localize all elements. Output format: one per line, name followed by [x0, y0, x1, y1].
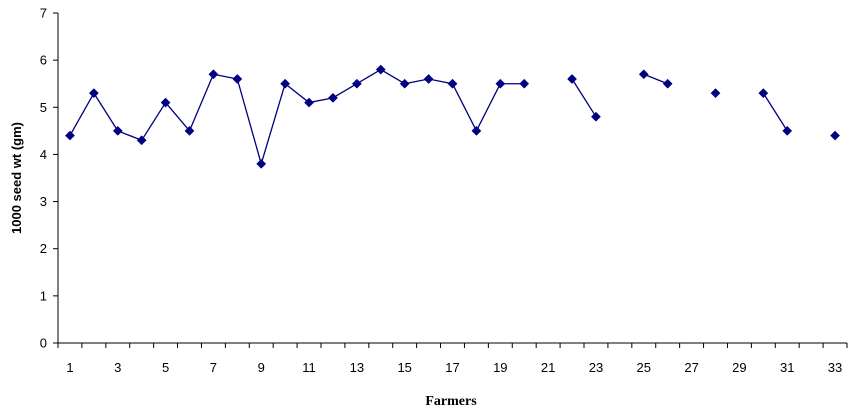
x-tick-label: 9: [258, 360, 265, 375]
x-axis-title: Farmers: [425, 394, 477, 409]
x-tick-label: 19: [493, 360, 507, 375]
y-tick-label: 4: [40, 147, 47, 162]
series-line-segment: [284, 83, 310, 104]
data-point-marker: [280, 78, 291, 89]
data-point-marker: [567, 74, 577, 84]
data-point-marker: [471, 125, 482, 136]
series-line-segment: [380, 69, 406, 85]
series-line-segment: [260, 83, 286, 165]
series-line-segment: [356, 69, 382, 85]
data-point-marker: [184, 125, 195, 136]
y-tick-label: 5: [40, 100, 47, 115]
x-tick-label: 21: [541, 360, 555, 375]
data-point-marker: [328, 92, 338, 103]
series-line-segment: [762, 92, 788, 132]
data-point-marker: [112, 125, 123, 136]
data-point-marker: [208, 69, 219, 80]
data-point-marker: [495, 78, 506, 89]
x-tick-label: 17: [445, 360, 459, 375]
data-point-marker: [591, 111, 601, 122]
x-tick-label: 1: [66, 360, 73, 375]
series-line-segment: [69, 92, 95, 136]
data-point-marker: [519, 78, 530, 89]
data-point-marker: [256, 158, 267, 169]
series-line-segment: [165, 102, 190, 132]
data-point-marker: [351, 78, 362, 89]
data-point-marker: [423, 74, 434, 84]
x-tick-label: 15: [397, 360, 411, 375]
series-line-segment: [475, 83, 501, 132]
x-tick-label: 31: [780, 360, 794, 375]
series-line-segment: [571, 78, 597, 118]
data-point-marker: [830, 130, 840, 141]
x-tick-label: 27: [684, 360, 698, 375]
x-tick-label: 5: [162, 360, 169, 375]
data-point-marker: [375, 64, 386, 75]
data-point-marker: [65, 130, 75, 141]
series-line-segment: [93, 92, 119, 132]
x-tick-label: 23: [589, 360, 603, 375]
x-tick-label: 29: [732, 360, 746, 375]
series-line-segment: [332, 83, 358, 99]
series-line-segment: [141, 102, 167, 141]
series-line-segment: [188, 74, 215, 132]
series-line-segment: [236, 78, 262, 165]
x-tick-label: 11: [302, 360, 316, 375]
data-point-marker: [136, 135, 147, 146]
data-point-marker: [304, 97, 314, 108]
chart-series: [65, 64, 840, 169]
data-point-marker: [638, 69, 649, 80]
data-point-marker: [662, 78, 673, 89]
y-tick-label: 2: [40, 241, 47, 256]
data-point-marker: [758, 88, 769, 99]
x-tick-label: 3: [114, 360, 121, 375]
series-line-segment: [451, 83, 477, 132]
data-point-marker: [399, 78, 410, 89]
x-tick-label: 33: [828, 360, 842, 375]
data-point-marker: [447, 78, 458, 89]
x-tick-label: 7: [210, 360, 217, 375]
series-line-segment: [643, 73, 668, 85]
x-tick-label: 13: [350, 360, 364, 375]
x-tick-label: 25: [637, 360, 651, 375]
series-line-segment: [117, 130, 142, 141]
y-axis-title: 1000 seed wt (gm): [9, 122, 24, 234]
y-tick-label: 7: [40, 6, 47, 21]
y-tick-label: 0: [40, 336, 47, 351]
y-tick-label: 3: [40, 194, 47, 209]
data-point-marker: [782, 125, 793, 136]
data-point-marker: [232, 74, 243, 84]
y-tick-label: 1: [40, 288, 47, 303]
data-point-marker: [160, 97, 171, 108]
y-tick-label: 6: [40, 53, 47, 68]
data-point-marker: [88, 88, 99, 99]
data-point-marker: [710, 88, 721, 99]
